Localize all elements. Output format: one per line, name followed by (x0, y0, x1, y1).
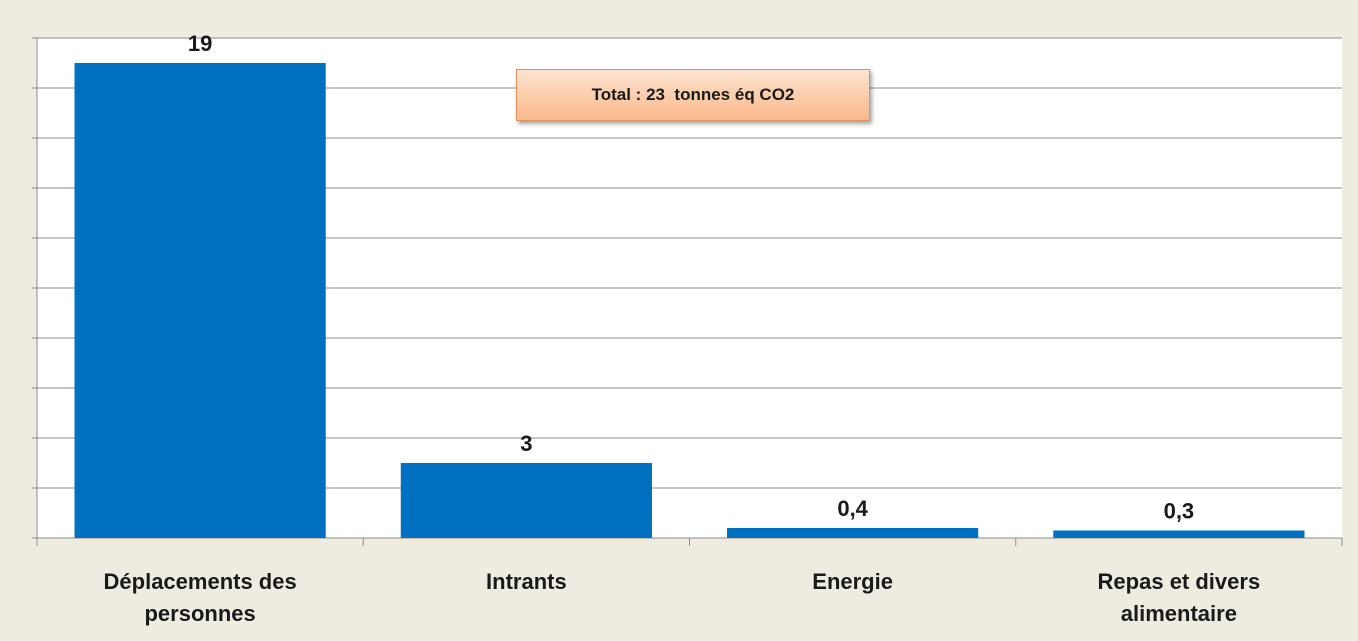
x-tick-label: Repas et divers alimentaire (1097, 569, 1261, 626)
x-tick-label: Intrants (486, 569, 567, 594)
data-label: 19 (188, 31, 212, 56)
data-label: 0,3 (1164, 499, 1195, 524)
bar (74, 63, 326, 538)
bar (400, 463, 652, 538)
x-tick-label: Energie (812, 569, 893, 594)
annotation: Total : 23 tonnes éq CO2 (516, 69, 870, 121)
bar (1053, 530, 1305, 538)
data-label: 3 (520, 431, 532, 456)
bar (727, 528, 979, 538)
data-label: 0,4 (837, 496, 868, 521)
x-tick-label: Déplacements des personnes (103, 569, 297, 626)
